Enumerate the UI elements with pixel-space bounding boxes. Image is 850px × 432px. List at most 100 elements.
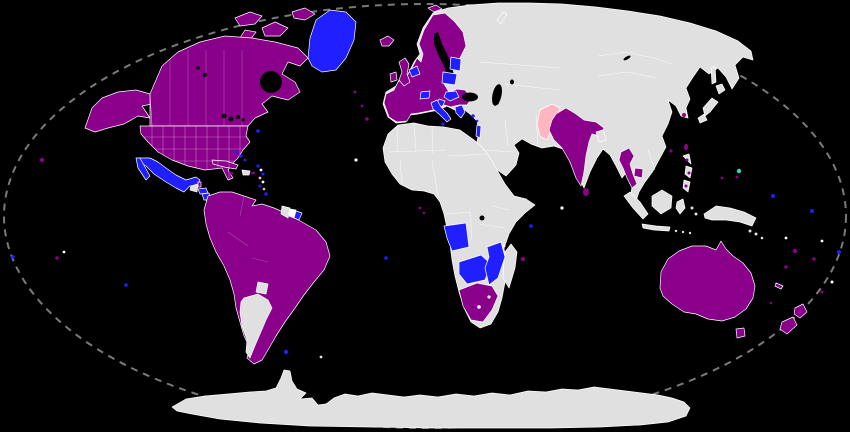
- region-seychelles: [529, 224, 533, 228]
- region-guyana: [280, 205, 291, 219]
- country-border-line: [431, 126, 434, 155]
- region-hungary: [443, 90, 460, 102]
- landmasses: [11, 2, 841, 429]
- region-south-georgia: [319, 355, 323, 359]
- region-tuvalu: [784, 236, 788, 240]
- black-sea: [462, 92, 478, 102]
- region-mexico-baja: [135, 157, 151, 181]
- region-greenland: [307, 9, 357, 73]
- aral-sea: [510, 79, 514, 85]
- country-border-line: [491, 205, 511, 211]
- region-antilles-white: [259, 168, 263, 172]
- region-bangladesh: [595, 129, 607, 143]
- country-border-line: [597, 71, 657, 79]
- region-kuril-islands: [730, 70, 734, 74]
- region-cuba: [211, 159, 239, 170]
- great-bear-lake: [202, 72, 208, 78]
- region-pitcairn: [124, 283, 128, 287]
- region-australia: [659, 240, 756, 322]
- region-new-guinea: [703, 205, 757, 227]
- region-bahamas: [239, 154, 243, 158]
- region-canary-islands: [365, 117, 369, 121]
- region-new-zealand-south: [779, 316, 798, 335]
- region-sakhalin: [710, 65, 717, 85]
- country-border-line: [504, 119, 509, 147]
- country-border-line: [431, 159, 439, 197]
- country-border-line: [396, 125, 399, 153]
- region-alaska: [84, 89, 153, 133]
- region-cambodia: [633, 167, 644, 179]
- region-tasmania: [735, 327, 746, 339]
- region-south-korea-mark: [682, 113, 686, 117]
- region-paraguay: [255, 281, 269, 295]
- region-hawaii: [39, 157, 45, 163]
- country-border-line: [597, 51, 673, 65]
- region-israel: [475, 124, 482, 139]
- region-madeira: [360, 104, 364, 108]
- region-indonesia-lesser-sunda: [681, 230, 685, 234]
- region-tonga: [812, 257, 816, 261]
- region-maldives: [560, 206, 564, 210]
- region-svalbard: [427, 4, 443, 13]
- region-eswatini: [487, 295, 491, 299]
- country-border-line: [447, 153, 489, 157]
- hudson-bay: [260, 71, 282, 93]
- baltic-sea: [434, 32, 454, 79]
- region-yap: [735, 175, 739, 179]
- lake-baikal: [623, 55, 631, 61]
- region-cyprus: [471, 114, 475, 118]
- country-border-line: [479, 61, 561, 69]
- region-new-caledonia: [774, 282, 784, 290]
- region-uk: [398, 57, 411, 87]
- region-japan: [715, 83, 726, 95]
- region-french-polynesia: [55, 256, 59, 260]
- region-norfolk-island: [769, 301, 773, 305]
- country-border-line: [535, 113, 539, 147]
- region-niue: [820, 290, 824, 294]
- region-puerto-rico: [250, 171, 256, 175]
- region-guatemala: [189, 183, 199, 193]
- region-arctic-islands: [261, 21, 289, 37]
- region-lebanon: [475, 119, 479, 123]
- region-philippines-marks: [687, 171, 691, 175]
- region-solomon-islands: [748, 229, 752, 233]
- great-lakes: [221, 113, 227, 119]
- region-madagascar: [502, 243, 518, 289]
- region-antilles-pink: [258, 176, 262, 180]
- region-kiribati: [810, 209, 814, 213]
- region-south-america: [203, 191, 331, 365]
- region-antarctica: [171, 369, 691, 429]
- region-fiji: [792, 248, 798, 254]
- region-falkland-islands: [283, 349, 289, 355]
- region-kuril-islands: [726, 76, 730, 80]
- region-iceland: [379, 35, 395, 47]
- region-mauritius: [521, 257, 525, 261]
- region-bermuda: [256, 129, 260, 133]
- country-border-line: [479, 223, 505, 229]
- region-antilles-pink: [262, 187, 266, 191]
- region-argentina: [239, 293, 273, 359]
- region-marshall-islands: [771, 194, 775, 198]
- region-south-africa: [458, 282, 499, 323]
- region-switzerland: [419, 90, 431, 100]
- region-franz-josef-land: [476, 3, 480, 7]
- region-philippines-marks: [685, 158, 689, 162]
- region-baltic-states: [449, 56, 462, 72]
- region-trinidad: [264, 192, 268, 196]
- region-indonesia-borneo: [651, 189, 673, 215]
- region-indonesia-lesser-sunda: [688, 231, 692, 235]
- region-solomon-islands: [760, 236, 764, 240]
- region-arctic-islands: [234, 11, 263, 27]
- country-border-line: [149, 94, 153, 127]
- region-indonesia-lesser-sunda: [674, 229, 678, 233]
- country-border-line: [445, 211, 471, 215]
- region-antilles-white: [261, 180, 265, 184]
- region-samoa: [830, 280, 834, 284]
- region-guam: [736, 168, 742, 174]
- region-cook-islands: [62, 250, 66, 254]
- region-jamaica: [228, 171, 234, 175]
- region-mozambique: [484, 241, 506, 286]
- region-indonesia-sumatra: [623, 191, 649, 220]
